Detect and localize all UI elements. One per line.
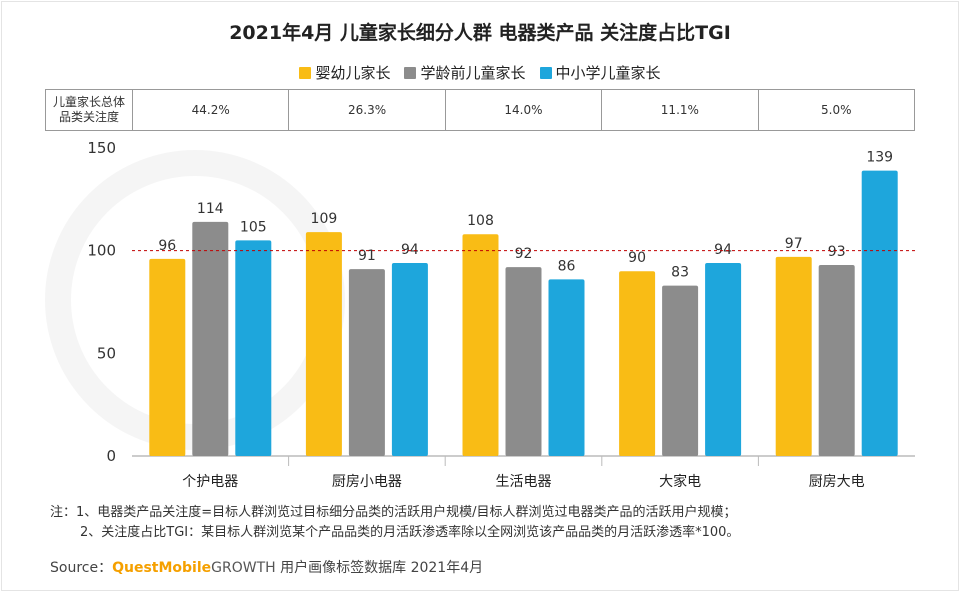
share-row-label: 儿童家长总体 品类关注度: [45, 89, 133, 131]
source-growth: GROWTH: [211, 560, 276, 576]
share-cell: 26.3%: [288, 89, 446, 131]
source-suffix: 用户画像标签数据库 2021年4月: [275, 560, 484, 576]
category-label: 生活电器: [496, 474, 552, 490]
legend-label-school: 中小学儿童家长: [555, 64, 661, 82]
data-label: 90: [628, 250, 646, 266]
bar: [775, 256, 812, 456]
share-row: 儿童家长总体 品类关注度 44.2% 26.3% 14.0% 11.1% 5.0…: [45, 89, 916, 131]
bar: [818, 265, 855, 456]
data-label: 83: [671, 265, 689, 281]
category-label: 厨房大电: [809, 474, 865, 490]
legend-item-school: 中小学儿童家长: [539, 62, 661, 83]
bar: [192, 221, 229, 456]
y-tick-label: 0: [106, 447, 116, 465]
source-line: Source：QuestMobileGROWTH 用户画像标签数据库 2021年…: [50, 557, 483, 577]
legend-swatch-infant: [299, 66, 312, 79]
bar: [505, 267, 542, 456]
category-share-table: 儿童家长总体 品类关注度 44.2% 26.3% 14.0% 11.1% 5.0…: [45, 89, 916, 131]
source-brand: QuestMobile: [112, 560, 212, 576]
data-label: 97: [785, 236, 803, 252]
bar: [548, 279, 585, 456]
category-label: 个护电器: [182, 474, 238, 490]
data-label: 91: [358, 248, 376, 264]
share-cell: 44.2%: [131, 89, 290, 131]
footnote-line2: 2、关注度占比TGI：某目标人群浏览某个产品品类的月活跃渗透率除以全网浏览该产品…: [80, 525, 740, 540]
data-label: 105: [240, 219, 267, 235]
data-label: 93: [828, 244, 846, 260]
share-row-label-line1: 儿童家长总体: [52, 95, 125, 109]
share-cell: 5.0%: [757, 89, 916, 131]
bar: [462, 234, 499, 456]
chart-title: 2021年4月 儿童家长细分人群 电器类产品 关注度占比TGI: [229, 22, 731, 44]
bar: [662, 285, 699, 456]
footnote-line1: 注：1、电器类产品关注度=目标人群浏览过目标细分品类的活跃用户规模/目标人群浏览…: [50, 505, 737, 520]
share-cell: 14.0%: [444, 89, 603, 131]
legend-label-infant: 婴幼儿家长: [315, 64, 391, 82]
y-tick-label: 100: [87, 242, 116, 260]
data-label: 114: [197, 201, 224, 217]
category-label: 大家电: [659, 473, 701, 490]
bar: [391, 262, 428, 456]
y-tick-label: 50: [97, 344, 116, 362]
data-label: 94: [714, 242, 732, 258]
bar-chart: 0 50 100 150 96 114 105 个护电器 109 91 94 厨房小电器 108 92 86…: [87, 139, 915, 490]
legend-swatch-preschool: [404, 66, 417, 79]
category-label: 厨房小电器: [332, 474, 402, 490]
legend: 婴幼儿家长 学龄前儿童家长 中小学儿童家长: [0, 62, 960, 83]
data-label: 109: [311, 211, 338, 227]
data-label: 86: [558, 258, 576, 274]
bar: [619, 271, 656, 456]
data-label: 108: [467, 213, 494, 229]
bar: [149, 258, 186, 456]
data-label: 96: [158, 238, 176, 254]
data-label: 139: [866, 150, 893, 166]
share-row-label-line2: 品类关注度: [58, 110, 119, 124]
bar: [861, 170, 898, 456]
legend-item-infant: 婴幼儿家长: [299, 62, 390, 83]
footnote: 注：1、电器类产品关注度=目标人群浏览过目标细分品类的活跃用户规模/目标人群浏览…: [50, 503, 739, 543]
share-cell: 11.1%: [601, 89, 759, 131]
data-label: 92: [515, 246, 533, 262]
legend-label-preschool: 学龄前儿童家长: [420, 64, 526, 82]
bar: [305, 232, 342, 456]
legend-swatch-school: [539, 66, 552, 79]
source-prefix: Source：: [50, 560, 113, 576]
bar: [705, 262, 742, 456]
y-tick-label: 150: [87, 139, 116, 157]
bar: [235, 240, 272, 456]
data-label: 94: [401, 242, 419, 258]
legend-item-preschool: 学龄前儿童家长: [404, 62, 526, 83]
bar: [348, 269, 385, 456]
